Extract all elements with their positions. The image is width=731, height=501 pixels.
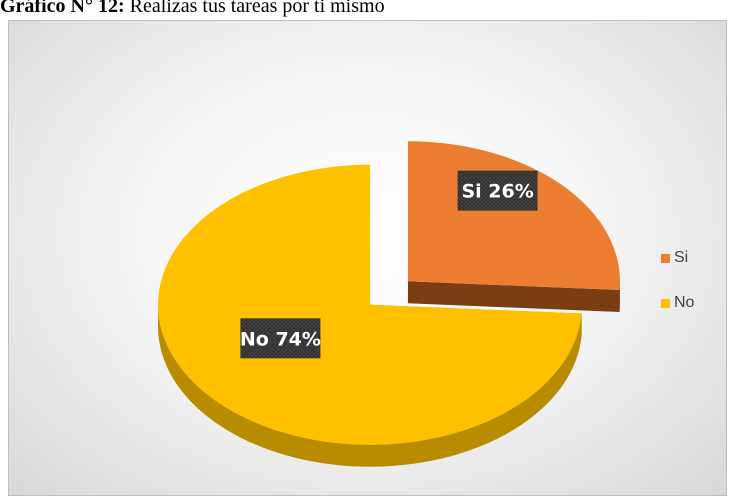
pie-slice-side-no [158,304,582,467]
caption-lead: Gráfico N° 12: [0,0,125,17]
pie-slice-face-si [407,281,620,313]
legend-item-si: Si [661,247,726,269]
legend-swatch-no [661,298,670,308]
data-label-si: Si 26% [461,181,533,203]
caption-text: Realizas tus tareas por ti mismo [124,0,385,17]
pie-slice-si [407,141,620,291]
legend-label-si: Si [674,249,689,266]
pie-chart: Si 26% No 74% [158,141,620,467]
legend-label-no: No [674,294,695,311]
chart-area: Si 26% No 74% Si No [8,20,727,496]
chart-legend: Si No [661,247,726,337]
chart-caption: Gráfico N° 12: Realizas tus tareas por t… [0,0,731,18]
legend-swatch-si [661,253,670,263]
legend-item-no: No [661,292,726,314]
data-label-box-no [240,318,321,359]
data-label-no: No 74% [240,328,321,350]
data-label-box-si [457,170,538,211]
pie-slice-no [158,164,582,445]
